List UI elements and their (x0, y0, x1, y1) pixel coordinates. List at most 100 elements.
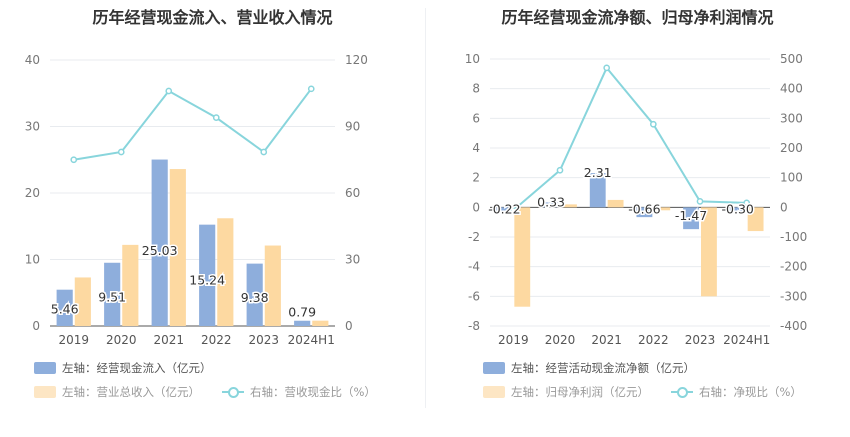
bar-data-label: -0.66 (628, 201, 660, 216)
x-tick-label: 2023 (685, 333, 716, 347)
legend-item-net-cash-ratio[interactable]: 右轴：净现比（%） (671, 384, 802, 400)
bar-data-label: 5.46 (51, 302, 79, 317)
chart-panel-cash-inflow: 历年经营现金流入、营业收入情况 0 10 20 30 40 0 30 60 90 120 2019 2… (25, 8, 376, 400)
bar-secondary (74, 277, 91, 326)
x-tick-label: 2023 (248, 333, 279, 347)
chart-legend: 左轴：经营现金流入（亿元） 左轴：营业总收入（亿元） 右轴：营收现金比（%） (34, 360, 376, 400)
legend-item-cash-inflow[interactable]: 左轴：经营现金流入（亿元） (34, 360, 212, 376)
legend-item-net-profit[interactable]: 左轴：归母净利润（亿元） (483, 384, 649, 400)
bar-data-label: 0.33 (537, 194, 565, 209)
chart-panel-net-cash-flow: 历年经营现金流净额、归母净利润情况 -8 -6 -4 -2 0 2 4 6 8 10 -400 -30… (425, 0, 850, 437)
legend-swatch (483, 362, 505, 374)
bar-primary (56, 289, 73, 326)
bar-primary (151, 159, 168, 326)
x-tick-label: 2024H1 (288, 333, 335, 347)
y-left-tick-label: 0 (472, 200, 480, 214)
y-left-tick-label: 0 (32, 319, 40, 333)
x-tick-label: 2020 (106, 333, 137, 347)
x-tick-label: 2021 (153, 333, 184, 347)
bar-data-label: 0.79 (288, 305, 316, 320)
legend-swatch (34, 386, 56, 398)
legend-line-swatch (671, 386, 693, 398)
bar-secondary (561, 204, 577, 208)
y-right-tick-label: 60 (345, 186, 360, 200)
legend-line-swatch (222, 386, 244, 398)
legend-label: 左轴：经营现金流入（亿元） (62, 361, 212, 375)
bar-primary (543, 202, 559, 208)
chart-legend: 左轴：经营活动现金流净额（亿元） 左轴：归母净利润（亿元） 右轴：净现比（%） (425, 0, 850, 437)
y-right-tick-label: 0 (780, 200, 788, 214)
y-left-tick-label: 10 (25, 253, 40, 267)
bar-primary (636, 207, 653, 218)
y-left-tick-label: 40 (25, 53, 40, 67)
y-right-tick-label: -200 (780, 260, 807, 274)
bar-secondary (514, 207, 531, 307)
y-left-tick-label: -8 (468, 319, 480, 333)
ratio-point (212, 114, 220, 121)
bar-secondary (654, 207, 671, 211)
legend-swatch (483, 386, 505, 398)
bar-secondary (122, 244, 139, 326)
ratio-point (117, 148, 125, 156)
y-right-tick-label: 90 (345, 120, 360, 134)
y-right-tick-label: -400 (780, 319, 807, 333)
legend-item-ratio[interactable]: 右轴：营收现金比（%） (222, 384, 376, 400)
bar-secondary (747, 207, 764, 232)
legend-label: 左轴：营业总收入（亿元） (62, 385, 200, 399)
chart-title: 历年经营现金流入、营业收入情况 (92, 8, 333, 27)
x-tick-label: 2024H1 (723, 333, 770, 347)
chart-plot-area: -8 -6 -4 -2 0 2 4 6 8 10 -400 -300 -200 -100 0 100 200 30… (465, 52, 808, 347)
bar-primary (729, 207, 746, 212)
y-right-tick-label: 120 (345, 53, 368, 67)
ratio-point (165, 87, 173, 95)
bar-data-label: 9.38 (241, 290, 269, 305)
bar-primary (104, 262, 121, 326)
ratio-point (307, 85, 315, 93)
y-left-tick-label: -4 (468, 260, 480, 274)
y-right-tick-label: 300 (780, 111, 803, 125)
y-left-tick-label: 30 (25, 120, 40, 134)
legend-label: 左轴：经营活动现金流净额（亿元） (511, 361, 695, 375)
ratio-point (556, 166, 564, 174)
y-right-tick-label: 200 (780, 141, 803, 155)
bar-secondary (264, 245, 281, 326)
y-right-tick-label: -300 (780, 289, 807, 303)
bar-data-label: 9.51 (98, 290, 126, 305)
ratio-point (649, 120, 657, 128)
bar-data-label: 15.24 (189, 272, 225, 287)
x-tick-label: 2022 (638, 333, 669, 347)
bar-data-label: 2.31 (584, 165, 612, 180)
x-tick-label: 2021 (591, 333, 622, 347)
bar-secondary (701, 207, 717, 297)
panel-divider (425, 8, 426, 408)
ratio-point (696, 198, 704, 205)
legend-label: 右轴：净现比（%） (699, 385, 802, 399)
y-right-tick-label: -100 (780, 230, 807, 244)
y-right-tick-label: 400 (780, 82, 803, 96)
y-right-tick-label: 100 (780, 171, 803, 185)
y-left-tick-label: 4 (472, 141, 480, 155)
chart-title: 历年经营现金流净额、归母净利润情况 (501, 8, 774, 27)
y-left-tick-label: -6 (468, 289, 480, 303)
bar-data-label: 25.03 (142, 243, 178, 258)
bar-secondary (607, 199, 624, 208)
x-tick-label: 2020 (545, 333, 576, 347)
ratio-point (70, 156, 78, 164)
x-tick-label: 2019 (58, 333, 89, 347)
legend-item-revenue[interactable]: 左轴：营业总收入（亿元） (34, 384, 200, 400)
bar-secondary (217, 218, 234, 326)
bar-primary (496, 207, 513, 211)
ratio-point (260, 148, 268, 156)
ratio-line (512, 66, 747, 212)
bar-primary (246, 263, 263, 326)
y-left-tick-label: 8 (472, 82, 480, 96)
ratio-point (743, 199, 751, 207)
bar-primary (589, 173, 606, 208)
legend-item-net-cash-flow[interactable]: 左轴：经营活动现金流净额（亿元） (483, 360, 695, 376)
bar-data-label: -0.22 (488, 201, 520, 216)
y-right-tick-label: 30 (345, 253, 360, 267)
ratio-line (73, 88, 313, 161)
ratio-point (509, 206, 517, 214)
x-tick-label: 2019 (498, 333, 529, 347)
ratio-point (603, 64, 611, 72)
